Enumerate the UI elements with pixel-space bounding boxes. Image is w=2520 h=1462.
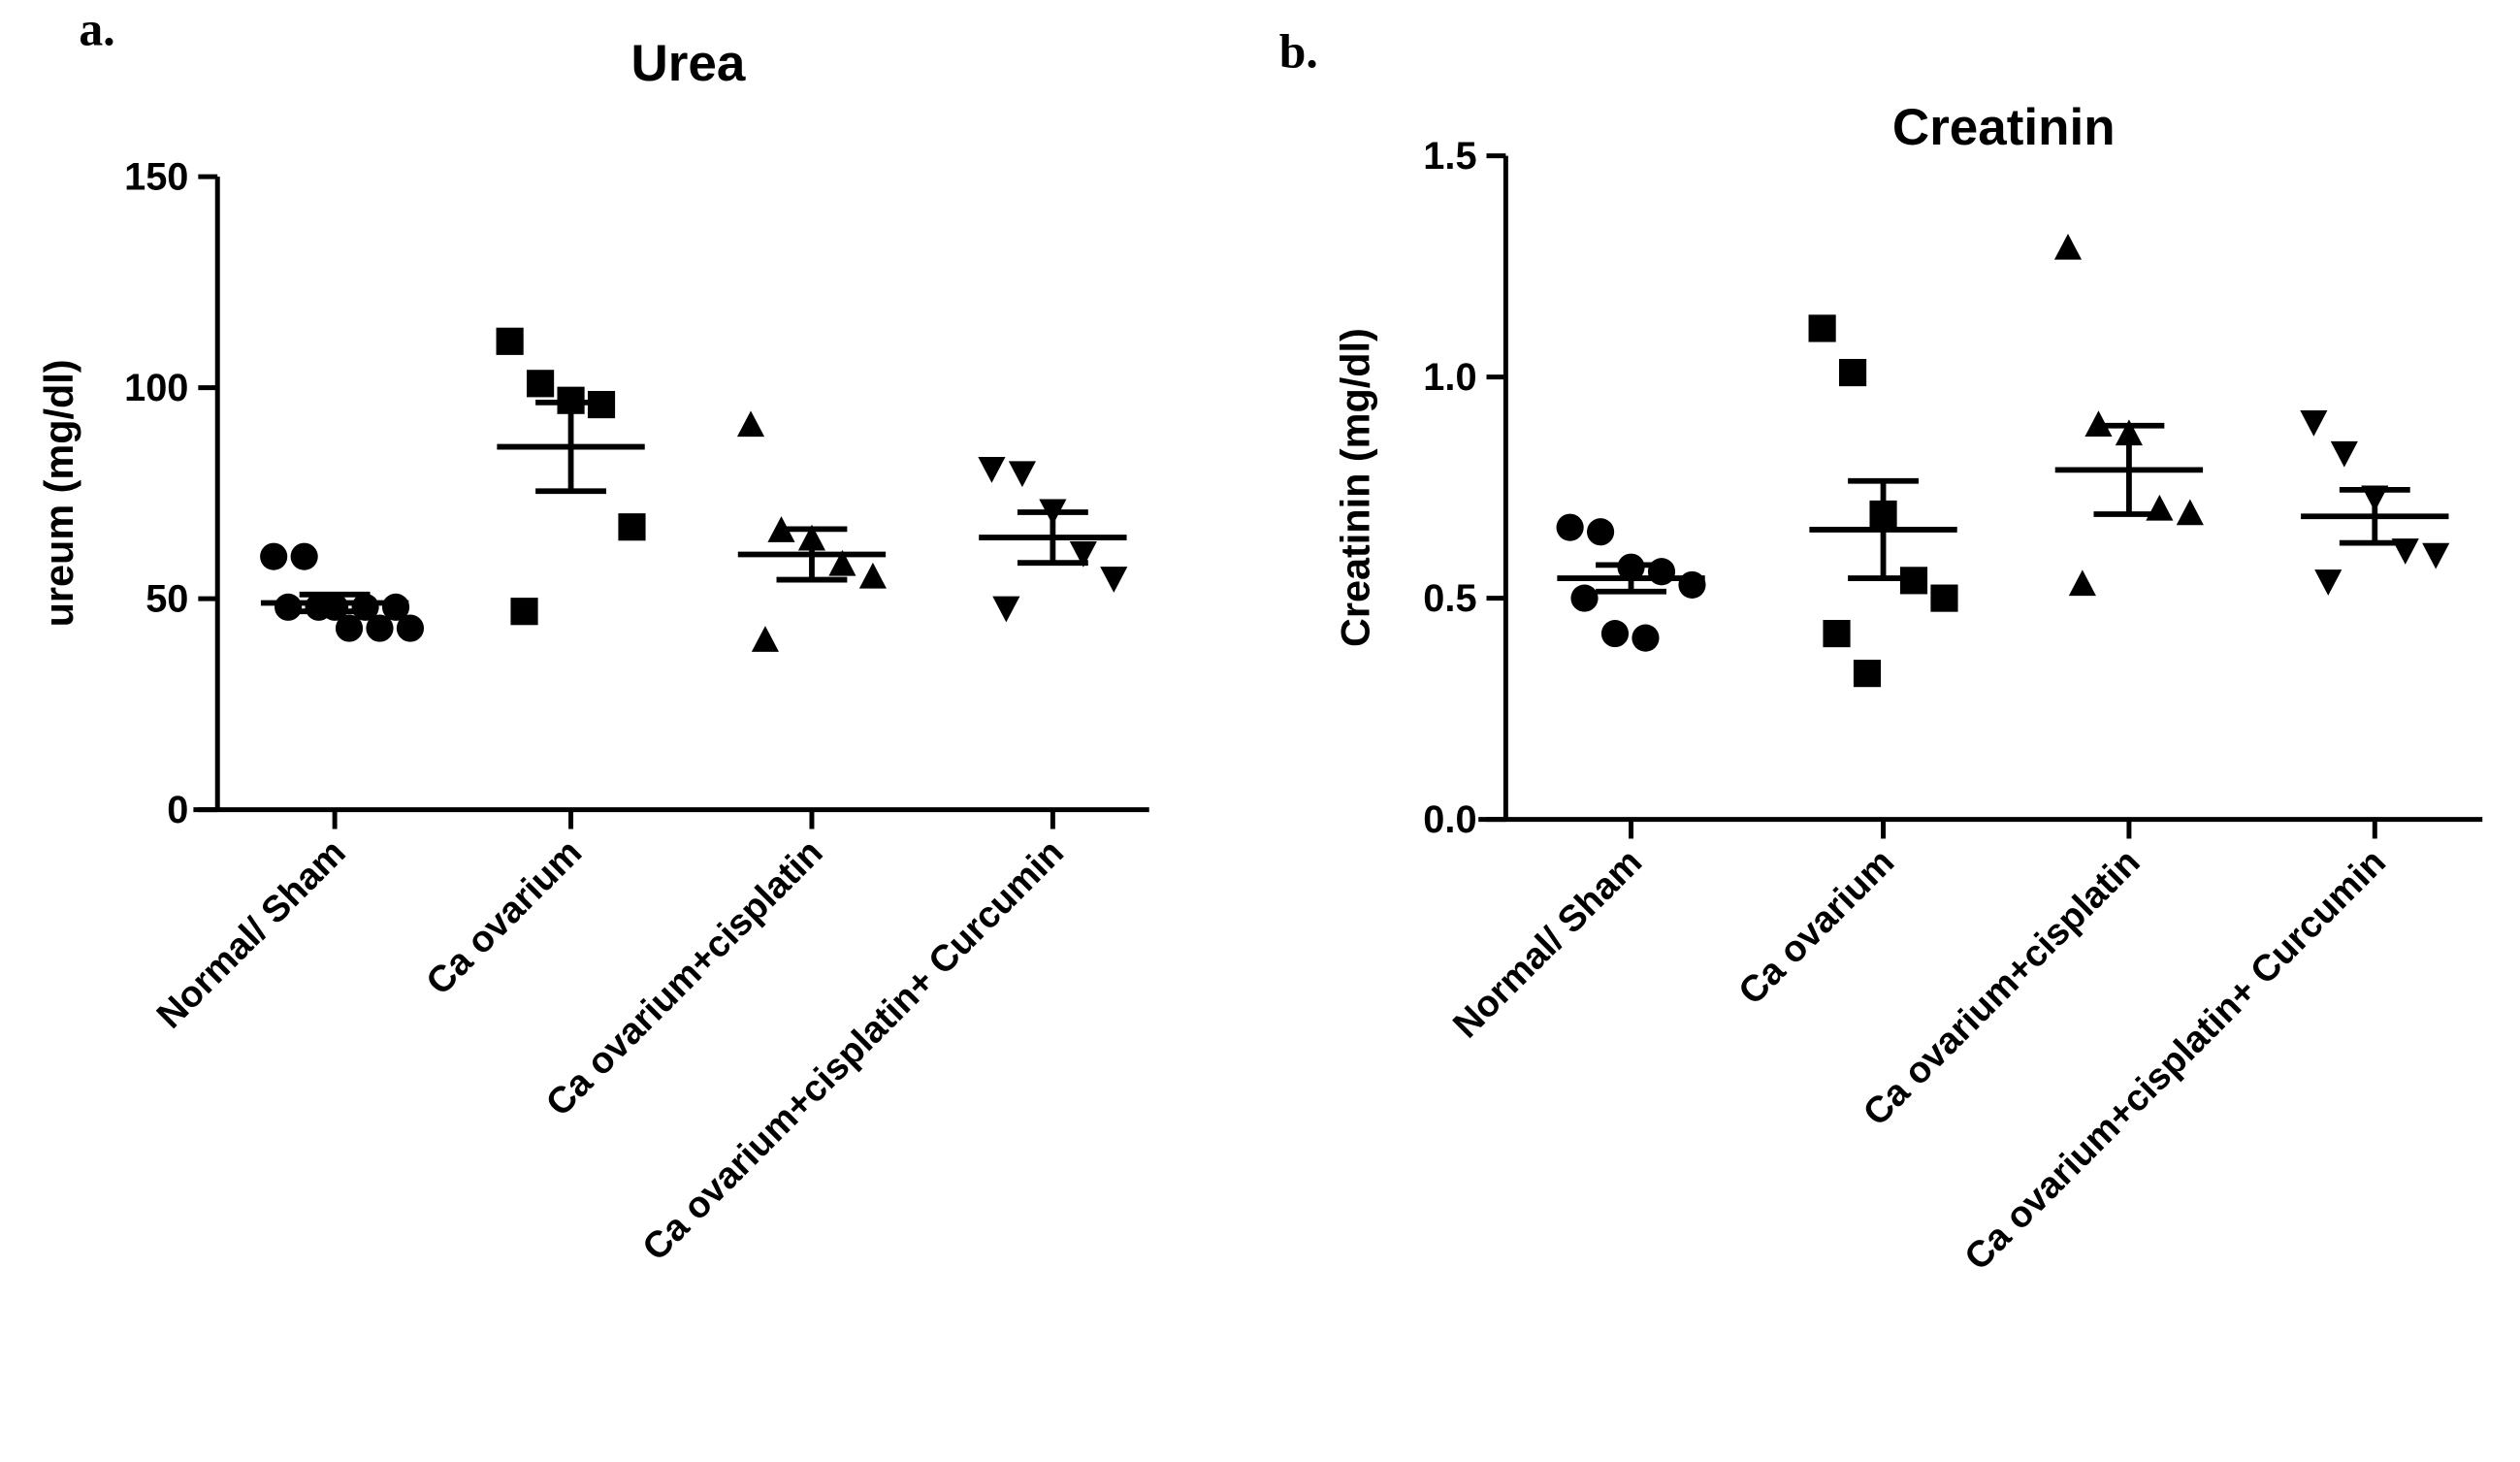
data-point xyxy=(335,614,364,642)
data-point xyxy=(1008,461,1036,488)
data-point xyxy=(1839,358,1867,387)
data-point xyxy=(751,626,780,652)
y-tick-label: 0 xyxy=(167,789,188,831)
data-point xyxy=(1587,518,1615,546)
data-point xyxy=(1647,558,1676,586)
x-tick-label: Ca ovarium+cisplatin+ Curcumin xyxy=(1957,842,2394,1279)
chart-title: Creatinin xyxy=(1892,99,2116,156)
data-point xyxy=(366,614,394,642)
x-tick-label: Ca ovarium xyxy=(419,832,590,1003)
data-point xyxy=(2330,440,2358,468)
data-point xyxy=(1678,570,1706,599)
data-point xyxy=(1632,624,1660,652)
data-point xyxy=(1930,584,1958,612)
data-point xyxy=(1556,513,1584,541)
chart-title: Urea xyxy=(631,35,746,92)
data-point xyxy=(2176,499,2204,526)
data-point xyxy=(527,370,555,398)
y-axis-label: ureum (mg/dl) xyxy=(37,359,81,627)
data-point xyxy=(290,542,318,570)
y-tick-label: 150 xyxy=(124,155,188,198)
x-tick-label: Normal/ Sham xyxy=(149,832,354,1037)
x-tick-label: Ca ovarium+cisplatin xyxy=(538,832,830,1124)
data-point xyxy=(2422,542,2450,569)
data-point xyxy=(1808,314,1836,342)
data-point xyxy=(510,598,538,626)
x-tick-label: Ca ovarium+cisplatin xyxy=(1856,842,2148,1134)
data-point xyxy=(858,562,887,589)
data-point xyxy=(1570,584,1599,612)
data-point xyxy=(736,410,765,438)
data-point xyxy=(1853,660,1882,688)
data-point xyxy=(618,513,646,541)
data-point xyxy=(1100,567,1128,593)
x-tick-label: Normal/ Sham xyxy=(1445,842,1650,1047)
data-point xyxy=(1823,620,1851,648)
data-point xyxy=(275,593,303,621)
data-point xyxy=(2053,233,2083,260)
data-point xyxy=(2300,409,2328,437)
data-point xyxy=(828,549,856,576)
y-tick-label: 1.0 xyxy=(1423,356,1476,399)
data-point xyxy=(978,457,1006,483)
data-point xyxy=(1069,541,1097,568)
x-tick-label: Ca ovarium+cisplatin+ Curcumin xyxy=(635,832,1072,1269)
y-tick-label: 100 xyxy=(124,367,188,409)
data-point xyxy=(2314,569,2342,596)
y-tick-label: 0.5 xyxy=(1423,577,1476,620)
data-point xyxy=(260,542,288,570)
data-point xyxy=(992,596,1020,623)
data-point xyxy=(496,327,524,355)
panel-label: b. xyxy=(1279,25,1318,79)
data-point xyxy=(305,593,333,621)
y-axis-label: Creatinin (mg/dl) xyxy=(1334,328,1378,647)
panel-label: a. xyxy=(79,2,114,55)
x-tick-label: Ca ovarium xyxy=(1731,842,1902,1013)
y-tick-label: 50 xyxy=(145,577,188,620)
data-point xyxy=(1600,620,1630,648)
y-tick-label: 1.5 xyxy=(1423,135,1476,178)
y-tick-label: 0.0 xyxy=(1423,798,1476,841)
data-point xyxy=(2068,569,2096,597)
data-point xyxy=(396,614,425,642)
